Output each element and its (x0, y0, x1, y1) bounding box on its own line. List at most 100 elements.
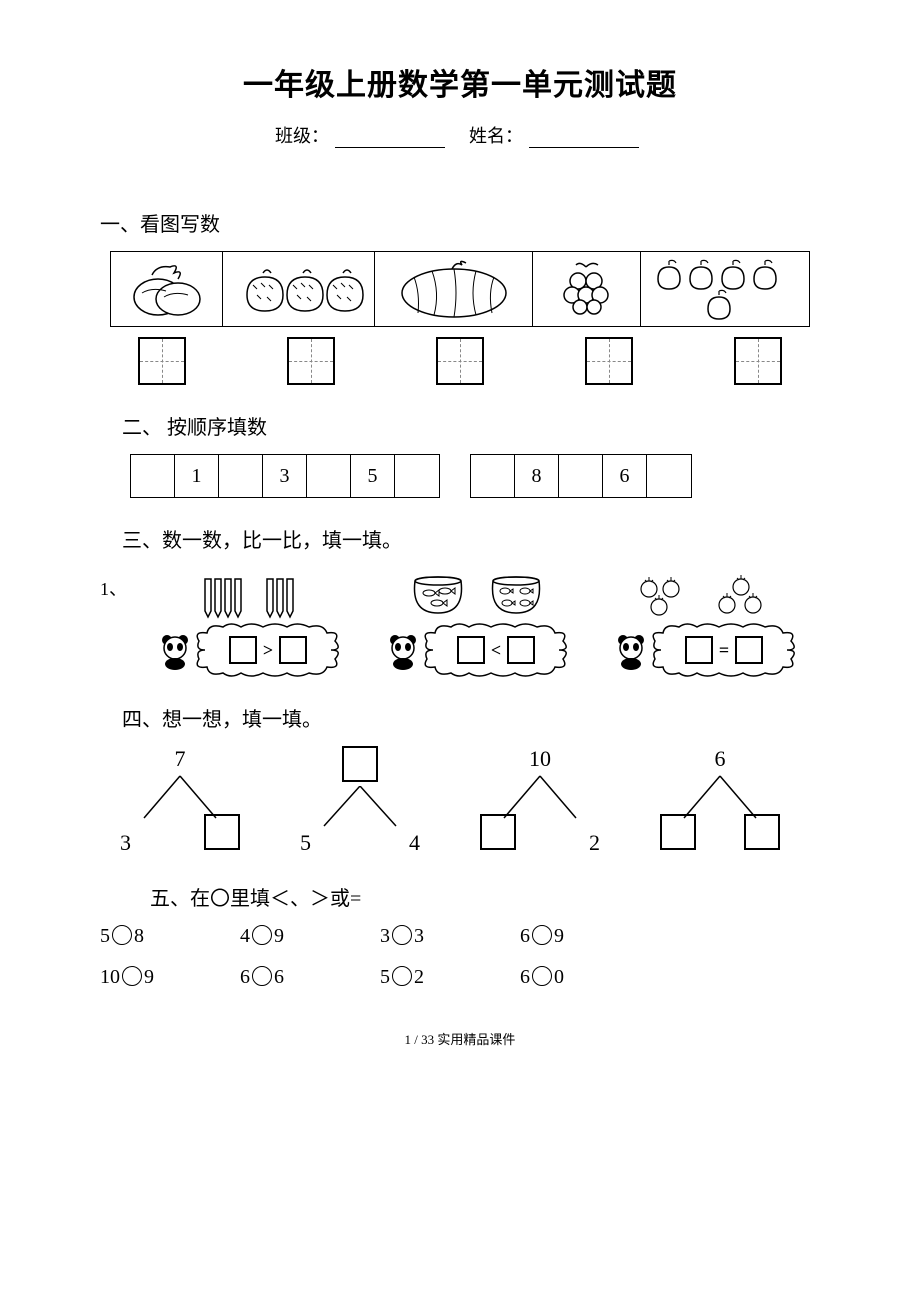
page-footer: 1 / 33 实用精品课件 (100, 1029, 820, 1048)
seq-cell: 8 (515, 455, 559, 497)
bond-left: 3 (120, 830, 131, 856)
seq-cell (471, 455, 515, 497)
section-5-head: 五、在〇里填＜、＞或= (100, 882, 820, 911)
mango-icon (122, 257, 212, 321)
picture-row (110, 251, 810, 327)
compare-box (229, 636, 257, 664)
bond-right: 4 (409, 830, 420, 856)
apple-icon (644, 257, 794, 321)
seq-cell: 3 (263, 455, 307, 497)
answer-box (287, 337, 335, 385)
tomato-3b-icon (713, 575, 773, 619)
circle-blank (252, 966, 272, 986)
pic-cell-melon (375, 252, 533, 326)
sequence-table-a: 1 3 5 (130, 454, 440, 498)
bond-lines-icon (310, 786, 410, 828)
compare-item: 66 (240, 966, 380, 989)
seq-cell: 6 (603, 455, 647, 497)
number-bond: 10 2 (470, 746, 610, 856)
grape-icon (542, 259, 632, 319)
circle-compare-grid: 58 49 33 69 109 66 52 60 (100, 925, 820, 989)
answer-box (734, 337, 782, 385)
bond-top: 7 (175, 746, 186, 772)
fishbowl-4-icon (485, 573, 547, 619)
compare-item: 33 (380, 925, 520, 948)
sequence-table-b: 8 6 (470, 454, 692, 498)
compare-item: 60 (520, 966, 660, 989)
circle-blank (112, 925, 132, 945)
seq-cell (131, 455, 175, 497)
panda-icon (155, 630, 191, 670)
bond-right: 2 (589, 830, 600, 856)
peach-icon (229, 259, 369, 319)
circle-blank (122, 966, 142, 986)
seq-cell: 1 (175, 455, 219, 497)
compare-wrap: 1、 (100, 567, 820, 677)
answer-box (138, 337, 186, 385)
operator: > (263, 640, 273, 661)
compare-item: 69 (520, 925, 660, 948)
tomato-3-icon (637, 575, 697, 619)
compare-box (457, 636, 485, 664)
section-3-head: 三、数一数，比一比，填一填。 (100, 524, 820, 553)
panda-icon (611, 630, 647, 670)
circle-blank (252, 925, 272, 945)
compare-cloud: = (649, 623, 799, 677)
compare-cloud: < (421, 623, 571, 677)
fishbowl-3-icon (407, 573, 469, 619)
compare-group-fish: < (383, 567, 571, 677)
class-label: 班级： (275, 126, 329, 146)
compare-box (685, 636, 713, 664)
subtitle-row: 班级： 姓名： (100, 122, 820, 148)
seq-cell (307, 455, 351, 497)
pic-cell-apple (641, 252, 797, 326)
name-label: 姓名： (469, 126, 523, 146)
bonds-row: 7 3 5 4 10 2 6 (110, 746, 820, 856)
compare-row: > (155, 567, 799, 677)
question-label: 1、 (100, 567, 135, 601)
section-4-head: 四、想一想，填一填。 (100, 703, 820, 732)
page-title: 一年级上册数学第一单元测试题 (100, 60, 820, 104)
bond-right-box (744, 814, 780, 856)
seq-cell (395, 455, 439, 497)
seq-cell: 5 (351, 455, 395, 497)
compare-item: 49 (240, 925, 380, 948)
compare-item: 52 (380, 966, 520, 989)
seq-cell (219, 455, 263, 497)
operator: = (719, 640, 729, 661)
operator: < (491, 640, 501, 661)
compare-item: 58 (100, 925, 240, 948)
sequence-wrap: 1 3 5 8 6 (130, 454, 790, 498)
bond-right-box (204, 814, 240, 856)
pencils-4-icon (199, 575, 247, 619)
section-1-head: 一、看图写数 (100, 208, 820, 237)
pic-cell-peach (223, 252, 375, 326)
answer-box-row (110, 337, 810, 385)
number-bond: 5 4 (290, 746, 430, 856)
answer-box (585, 337, 633, 385)
bond-top: 10 (529, 746, 551, 772)
class-blank (335, 147, 445, 148)
seq-cell (647, 455, 691, 497)
bond-top-box (342, 746, 378, 787)
circle-blank (532, 966, 552, 986)
compare-cloud: > (193, 623, 343, 677)
bond-top: 6 (715, 746, 726, 772)
number-bond: 6 (650, 746, 790, 856)
compare-box (279, 636, 307, 664)
compare-box (735, 636, 763, 664)
pic-cell-grape (533, 252, 641, 326)
pic-cell-mango (111, 252, 223, 326)
circle-blank (392, 925, 412, 945)
number-bond: 7 3 (110, 746, 250, 856)
compare-box (507, 636, 535, 664)
melon-icon (384, 257, 524, 321)
pencils-3-icon (263, 575, 299, 619)
name-blank (529, 147, 639, 148)
compare-group-tomato: = (611, 567, 799, 677)
section-2-head: 二、 按顺序填数 (100, 411, 820, 440)
seq-cell (559, 455, 603, 497)
compare-group-pencils: > (155, 567, 343, 677)
circle-blank (392, 966, 412, 986)
circle-blank (532, 925, 552, 945)
